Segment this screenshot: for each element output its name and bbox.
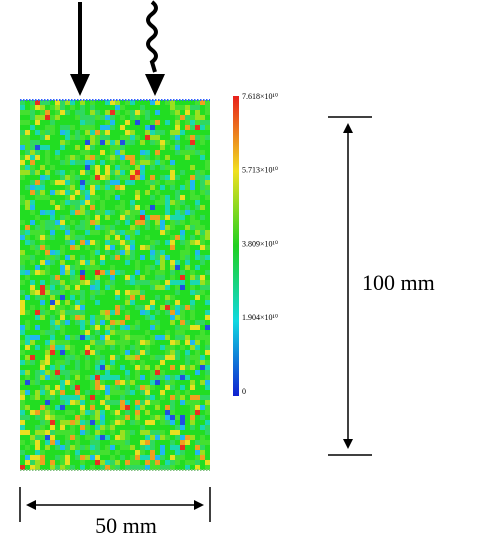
width-dimension — [19, 487, 211, 522]
field-cells — [20, 100, 210, 470]
field-cells — [20, 100, 210, 470]
colorbar-label: 3.809×10¹⁰ — [242, 239, 278, 248]
colorbar-label: 5.713×10¹⁰ — [242, 166, 278, 175]
colorbar — [233, 96, 239, 396]
height-dimension — [328, 116, 372, 456]
load-arrow — [70, 2, 90, 96]
colorbar-label: 1.904×10¹⁰ — [242, 313, 278, 322]
wave-arrow — [145, 0, 165, 96]
colorbar-label: 0 — [242, 387, 246, 396]
width-label: 50 mm — [95, 513, 157, 538]
colorbar-label: 7.618×10¹⁰ — [242, 92, 278, 101]
specimen-field — [20, 100, 210, 470]
field-cells — [20, 100, 210, 470]
height-label: 100 mm — [362, 270, 435, 295]
